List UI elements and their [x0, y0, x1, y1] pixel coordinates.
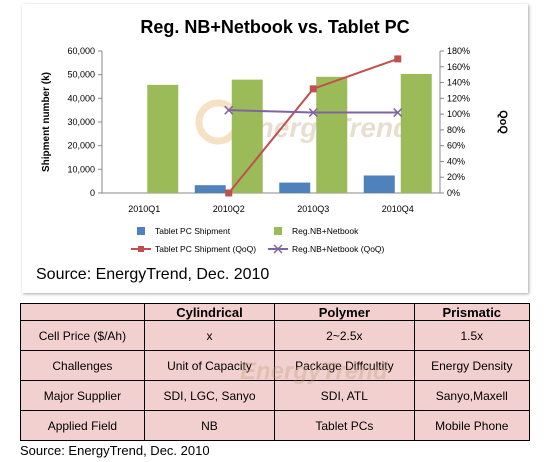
y-right-tick-label: 180%: [447, 46, 470, 56]
y-left-tick-label: 60,000: [67, 46, 95, 56]
legend-label: Reg.NB+Netbook: [292, 226, 359, 236]
table-cell: x: [143, 320, 276, 351]
table-header-cell: Prismatic: [413, 303, 531, 321]
table-cell: Sanyo,Maxell: [413, 380, 531, 411]
point-tablet-pc-shipment-qoq-: [394, 55, 402, 63]
battery-comparison-table: Cylindrical Polymer Prismatic Cell Price…: [20, 303, 531, 441]
chart-panel: EnergyTrend010,00020,00030,00040,00050,0…: [22, 4, 528, 293]
table-cell: NB: [143, 410, 276, 441]
bar-reg-nb-netbook: [147, 84, 179, 193]
y-right-tick-label: 60%: [447, 141, 465, 151]
y-right-tick-label: 80%: [447, 125, 465, 135]
table-row: Challenges Unit of Capacity Package Diff…: [20, 350, 531, 381]
table-cell: Package Diffcultity: [274, 350, 415, 381]
point-reg-nb-netbook-qoq-: [224, 105, 234, 115]
y-left-tick-label: 0: [90, 188, 95, 198]
y-left-tick-label: 20,000: [67, 141, 95, 151]
y-right-axis-label: QoQ: [497, 110, 509, 134]
bar-tablet-pc-shipment: [279, 182, 311, 193]
bar-reg-nb-netbook: [231, 79, 263, 193]
table-cell: Energy Density: [413, 350, 531, 381]
legend-swatch: [137, 227, 145, 235]
y-right-tick-label: 140%: [447, 78, 470, 88]
battery-table-panel: Cylindrical Polymer Prismatic Cell Price…: [20, 303, 531, 441]
point-reg-nb-netbook-qoq-: [393, 108, 403, 118]
y-right-tick-label: 160%: [447, 62, 470, 72]
table-row: Cell Price ($/Ah) x 2~2.5x 1.5x: [20, 320, 531, 351]
point-reg-nb-netbook-qoq-: [308, 108, 318, 118]
y-right-tick-label: 0%: [447, 188, 460, 198]
y-left-tick-label: 40,000: [67, 93, 95, 103]
y-right-tick-label: 20%: [447, 172, 465, 182]
table-cell: 1.5x: [413, 320, 531, 351]
legend-label: Tablet PC Shipment (QoQ): [155, 244, 256, 254]
table-cell: SDI, ATL: [274, 380, 415, 411]
bar-reg-nb-netbook: [400, 73, 432, 193]
x-tick-label: 2010Q4: [382, 204, 414, 214]
chart-title: Reg. NB+Netbook vs. Tablet PC: [140, 17, 410, 37]
x-tick-label: 2010Q2: [213, 204, 245, 214]
table-row: Major Supplier SDI, LGC, Sanyo SDI, ATL …: [20, 380, 531, 411]
table-header-cell: Cylindrical: [143, 303, 276, 321]
chart-svg: EnergyTrend010,00020,00030,00040,00050,0…: [41, 46, 509, 254]
y-left-axis-label: Shipment number (k): [41, 72, 52, 172]
y-left-tick-label: 50,000: [67, 70, 95, 80]
chart-source: Source: EnergyTrend, Dec. 2010: [36, 266, 270, 283]
table-cell: Major Supplier: [20, 380, 145, 411]
x-tick-label: 2010Q1: [128, 204, 160, 214]
table-header-cell: [20, 303, 145, 321]
table-header-row: Cylindrical Polymer Prismatic: [20, 303, 531, 321]
legend-marker: [273, 244, 283, 254]
table-header-cell: Polymer: [274, 303, 415, 321]
table-cell: Mobile Phone: [413, 410, 531, 441]
legend-label: Tablet PC Shipment: [155, 226, 231, 236]
table-watermark: EnergyTrend: [240, 358, 388, 385]
y-right-tick-label: 100%: [447, 109, 470, 119]
y-right-tick-label: 120%: [447, 93, 470, 103]
table-cell: Cell Price ($/Ah): [20, 320, 145, 351]
point-tablet-pc-shipment-qoq-: [225, 189, 233, 197]
table-cell: Applied Field: [20, 410, 145, 441]
table-cell: Challenges: [20, 350, 145, 381]
y-right-tick-label: 40%: [447, 156, 465, 166]
bar-tablet-pc-shipment: [363, 175, 395, 193]
table-source: Source: EnergyTrend, Dec. 2010: [20, 443, 210, 458]
watermark-logo-icon: [195, 99, 241, 145]
y-left-tick-label: 10,000: [67, 164, 95, 174]
bar-reg-nb-netbook: [316, 76, 348, 193]
bar-tablet-pc-shipment: [194, 185, 226, 193]
x-tick-label: 2010Q3: [297, 204, 329, 214]
legend-marker: [138, 246, 144, 252]
table-cell: 2~2.5x: [274, 320, 415, 351]
table-cell: Tablet PCs: [274, 410, 415, 441]
legend-swatch: [274, 227, 282, 235]
y-left-tick-label: 30,000: [67, 117, 95, 127]
legend-label: Reg.NB+Netbook (QoQ): [292, 244, 385, 254]
table-row: Applied Field NB Tablet PCs Mobile Phone: [20, 410, 531, 441]
point-tablet-pc-shipment-qoq-: [309, 85, 317, 93]
